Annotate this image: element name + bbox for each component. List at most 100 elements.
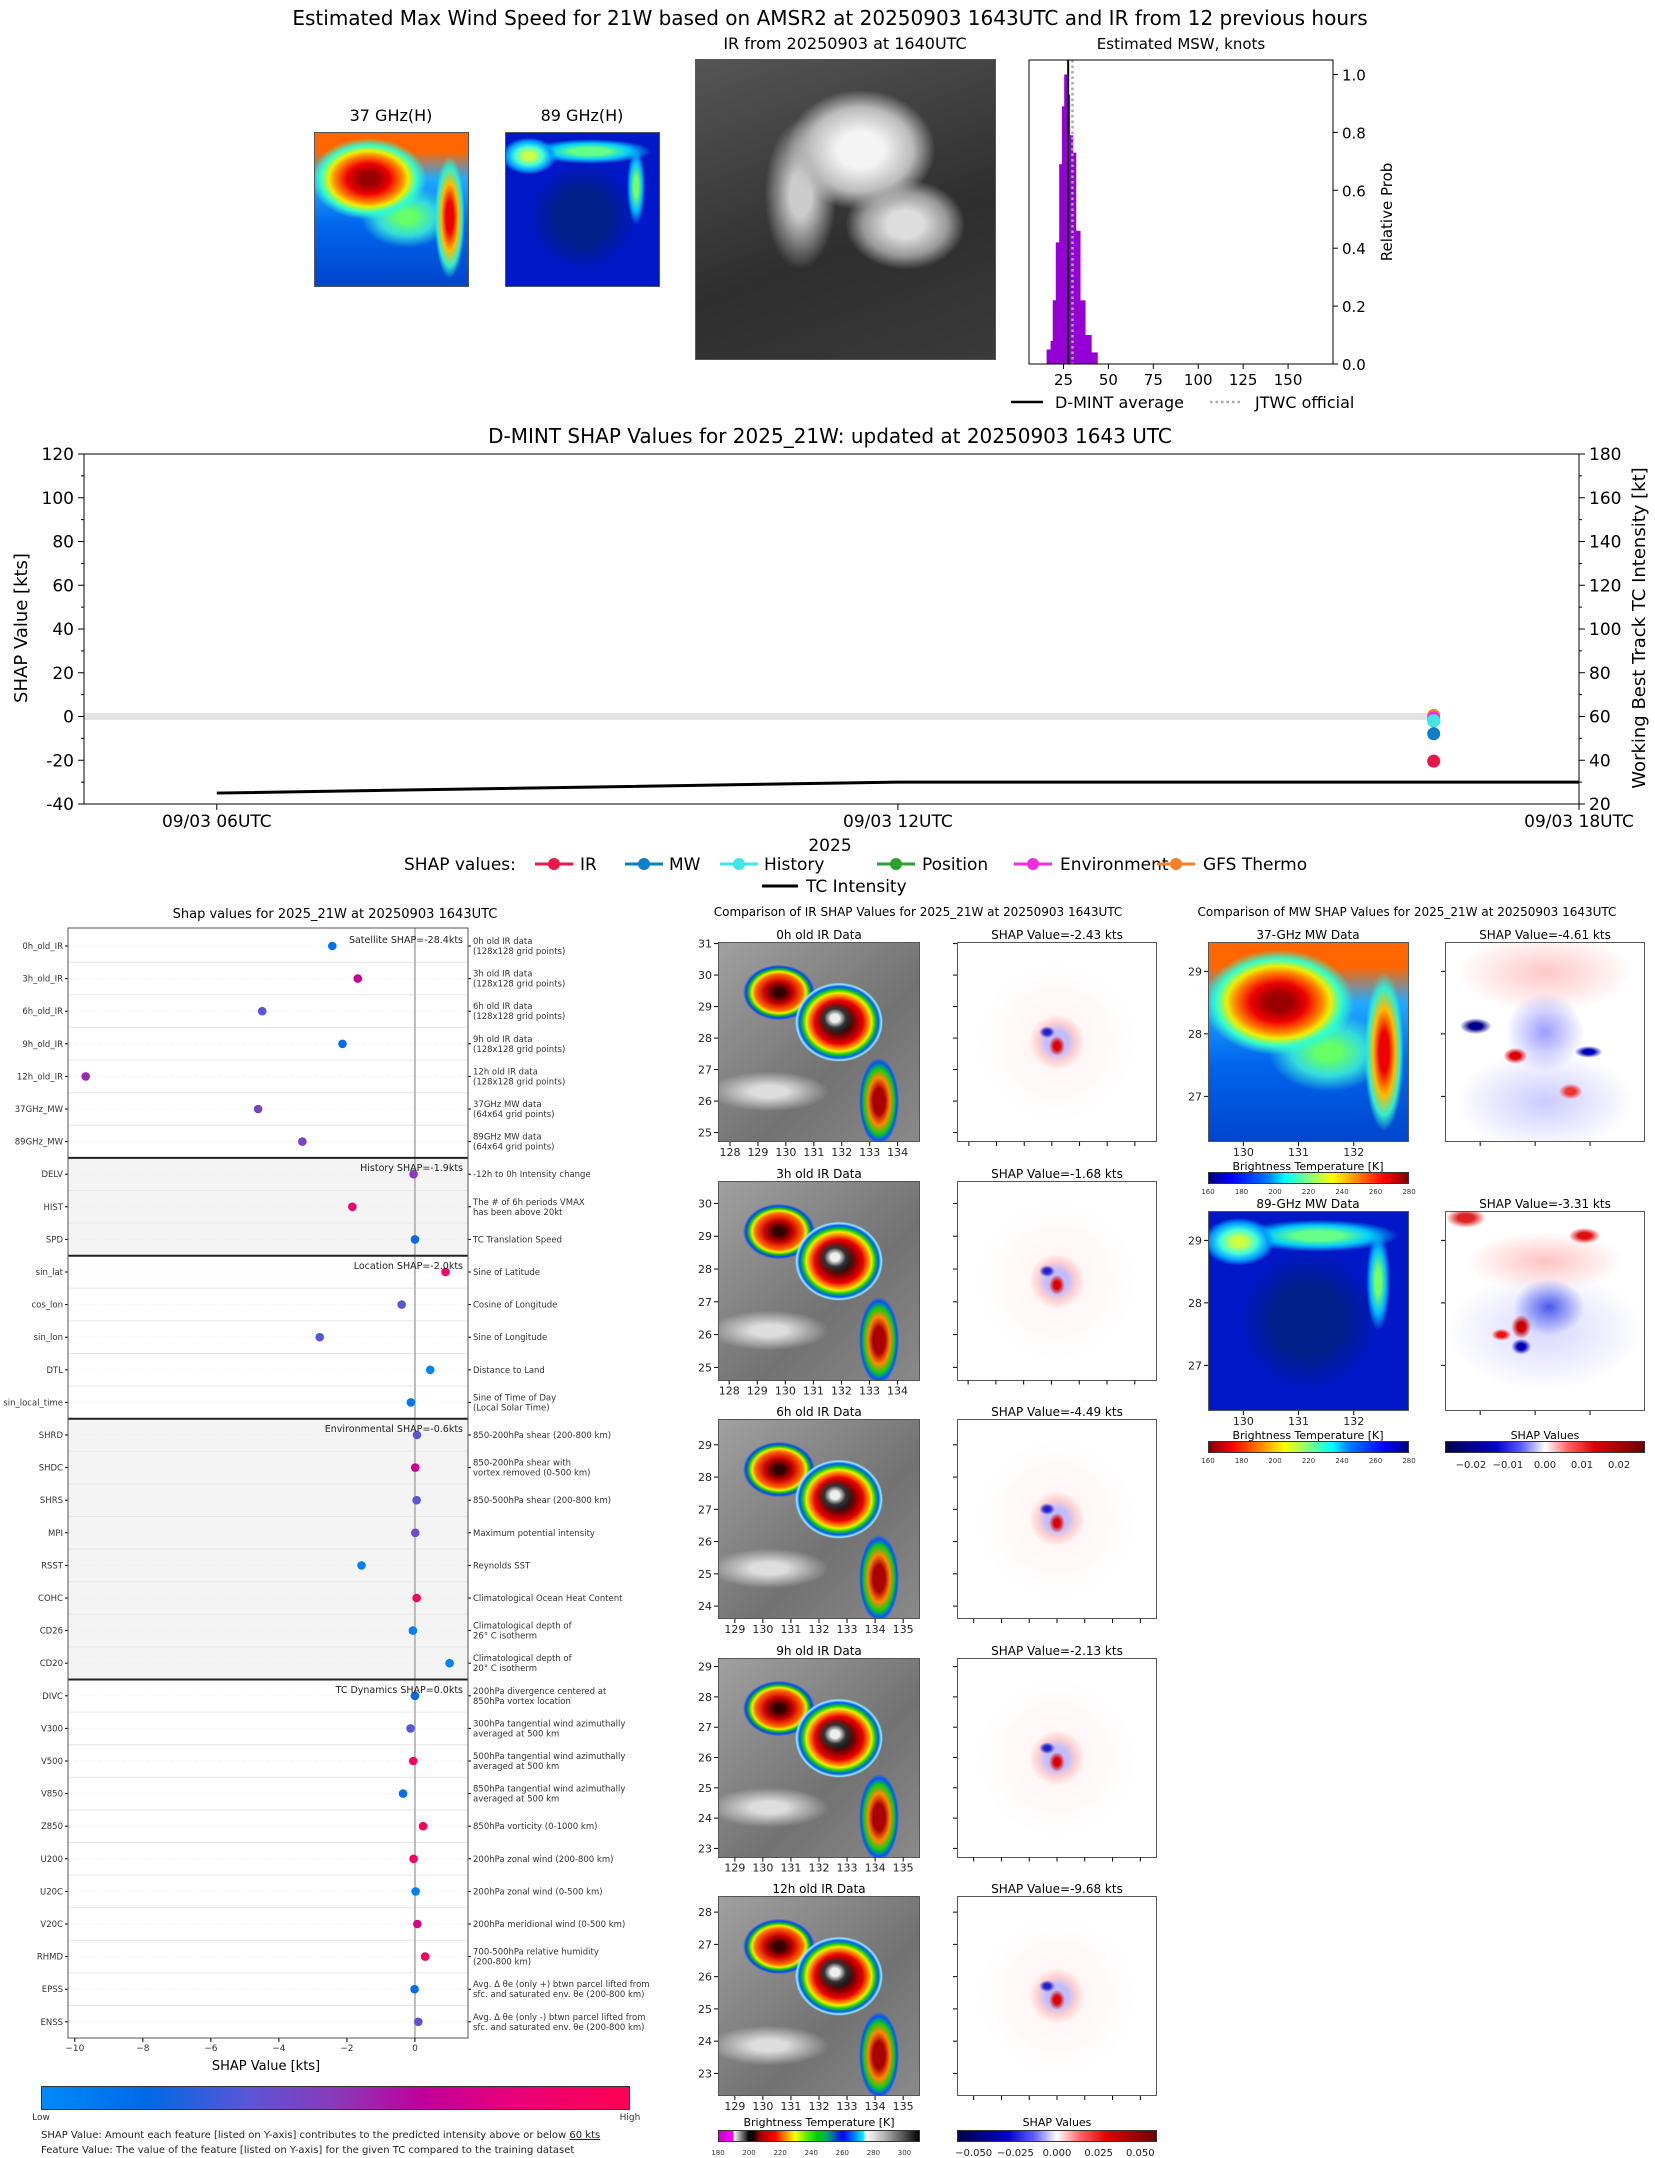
ir-shap-image — [957, 1180, 1157, 1381]
mw-bt-colorbar-tick: 180 — [1235, 1188, 1248, 1196]
timeseries-ytick-right-label: 80 — [1589, 664, 1611, 684]
shap-description-line: 850hPa vorticity (0-1000 km) — [473, 1822, 597, 1832]
timeseries-legend-title: SHAP values: — [404, 855, 516, 875]
map-ytick-label: 29 — [1188, 1234, 1202, 1247]
shap-point-rhmd — [420, 1952, 430, 1961]
ir-shap-colorbar-tick: 0.050 — [1126, 2148, 1155, 2158]
shap-description-line: (64x64 grid points) — [473, 1143, 554, 1153]
shap-xtick-label: −4 — [272, 2044, 286, 2054]
shap-point-z850 — [418, 1821, 428, 1831]
map-xtick-label: 133 — [837, 1862, 858, 1875]
shap-point-shrs — [412, 1495, 421, 1505]
histogram-bar — [1055, 242, 1060, 364]
shap-point-cd20 — [445, 1658, 454, 1668]
histogram-bar — [1069, 135, 1074, 364]
map-xtick-label: 134 — [865, 2100, 886, 2113]
shap-feature-description: 6h old IR data (128x128 grid points) — [473, 1002, 565, 1022]
map-xtick-label: 132 — [809, 1623, 830, 1636]
mw-shap-image — [1445, 942, 1645, 1142]
shap-feature-label: sin_lat — [36, 1268, 64, 1278]
histogram-xtick-label: 75 — [1144, 371, 1163, 389]
mw-bt-colorbar-tick: 180 — [1235, 1457, 1248, 1465]
mw-bt-colorbar-tick: 260 — [1369, 1188, 1382, 1196]
shap-description-line: 3h old IR data — [473, 970, 532, 980]
shap-description-line: 850-500hPa shear (200-800 km) — [473, 1496, 611, 1506]
shap-xtick-label: −10 — [65, 2044, 84, 2054]
shap-feature-description: 12h old IR data (128x128 grid points) — [473, 1067, 565, 1087]
timeseries-ytick-label: 40 — [52, 620, 74, 640]
shap-point-spd — [410, 1235, 420, 1244]
map-ytick-label: 31 — [698, 938, 712, 951]
mw-shap-colorbar-tick: −0.02 — [1456, 1460, 1487, 1471]
shap-feature-description: The # of 6h periods VMAX has been above 2… — [472, 1198, 585, 1218]
shap-description-line: Sine of Longitude — [473, 1333, 547, 1343]
map-ytick-label: 28 — [698, 1691, 712, 1704]
histogram-bar — [1059, 164, 1063, 364]
map-ytick-label: 25 — [698, 1568, 712, 1581]
shap-feature-label: 89GHz_MW — [15, 1138, 64, 1148]
histogram-bar — [1080, 300, 1086, 364]
ir-shap-image — [957, 1896, 1157, 2096]
shap-feature-description: 200hPa zonal wind (0-500 km) — [473, 1887, 603, 1897]
shap-feature-label: V500 — [41, 1757, 63, 1767]
map-xtick-label: 132 — [831, 1146, 852, 1159]
shap-description-line: 200hPa meridional wind (0-500 km) — [473, 1920, 625, 1930]
map-xtick-label: 132 — [1343, 1415, 1364, 1428]
ir-data-title: 0h old IR Data — [776, 928, 862, 942]
shap-point-enss — [414, 2017, 423, 2027]
ir-data-image — [718, 1657, 920, 1858]
map-ytick-label: 29 — [698, 1439, 712, 1452]
shap-description-line: 37GHz MW data — [473, 1100, 542, 1110]
timeseries-title: D-MINT SHAP Values for 2025_21W: updated… — [488, 424, 1172, 448]
shap-feature-description: Sine of Time of Day (Local Solar Time) — [473, 1393, 556, 1413]
histogram-ytick-label: 0.2 — [1342, 298, 1366, 316]
shap-feature-label: ENSS — [40, 2018, 63, 2028]
ir-shap-image — [957, 1419, 1157, 1619]
shap-feature-description: 0h old IR data (128x128 grid points) — [473, 937, 565, 957]
footnote-shap-value-text: SHAP Value: Amount each feature [listed … — [41, 2130, 570, 2141]
histogram-bar — [1091, 352, 1098, 364]
timeseries-xtick-label: 09/03 12UTC — [843, 812, 953, 832]
shap-description-line: 700-500hPa relative humidity — [473, 1948, 599, 1958]
mw-bt-colorbar-tick: 280 — [1402, 1188, 1415, 1196]
shap-feature-description: 3h old IR data (128x128 grid points) — [473, 970, 565, 990]
map-xtick-label: 133 — [837, 2100, 858, 2113]
shap-feature-description: -12h to 0h Intensity change — [473, 1170, 591, 1180]
shap-description-line: Sine of Latitude — [473, 1268, 540, 1278]
map-ytick-label: 23 — [698, 2067, 712, 2080]
shap-point-sin_lon — [315, 1332, 325, 1342]
ir-data-title: 9h old IR Data — [776, 1643, 862, 1658]
shap-description-line: 200hPa divergence centered at — [473, 1687, 607, 1697]
shap-point-cos_lon — [397, 1300, 406, 1309]
map-ytick-label: 29 — [698, 1661, 712, 1674]
shap-feature-label: 6h_old_IR — [22, 1007, 63, 1017]
shap-point-6h_old_ir — [257, 1006, 267, 1016]
shap-description-line: 9h old IR data — [473, 1035, 532, 1045]
shap-point-mw — [1427, 727, 1441, 741]
shap-description-line: Distance to Land — [473, 1366, 545, 1376]
mw-bt-colorbar-tick: 200 — [1268, 1188, 1281, 1196]
map-ytick-label: 28 — [698, 1263, 712, 1276]
ir-bt-colorbar-tick: 280 — [867, 2149, 880, 2157]
timeseries-ytick-right-label: 20 — [1589, 795, 1611, 815]
map-ytick-label: 26 — [698, 1752, 712, 1765]
shap-feature-description: 850-500hPa shear (200-800 km) — [473, 1496, 611, 1506]
legend-label-ir: IR — [580, 855, 597, 875]
map-xtick-label: 135 — [893, 2100, 914, 2113]
shap-feature-label: RHMD — [37, 1953, 64, 1963]
shap-description-line: (128x128 grid points) — [473, 1045, 565, 1055]
shap-feature-description: Avg. Δ θe (only +) btwn parcel lifted fr… — [473, 1980, 650, 2000]
footnote-shap-value: SHAP Value: Amount each feature [listed … — [41, 2131, 600, 2141]
map-ytick-label: 27 — [1188, 1090, 1202, 1103]
mw-bt-colorbar-tick: 220 — [1302, 1457, 1315, 1465]
map-xtick-label: 131 — [780, 2100, 801, 2113]
map-ytick-label: 28 — [1188, 1028, 1202, 1041]
ir-shap-image — [957, 942, 1157, 1142]
map-ytick-label: 27 — [698, 1064, 712, 1077]
map-xtick-label: 134 — [865, 1862, 886, 1875]
legend-label-position: Position — [922, 855, 988, 875]
shap-description-line: Avg. Δ θe (only +) btwn parcel lifted fr… — [473, 1980, 650, 1990]
ir-data-title: 6h old IR Data — [776, 1405, 862, 1419]
map-xtick-label: 134 — [887, 1146, 908, 1159]
shap-point-rsst — [357, 1561, 366, 1570]
